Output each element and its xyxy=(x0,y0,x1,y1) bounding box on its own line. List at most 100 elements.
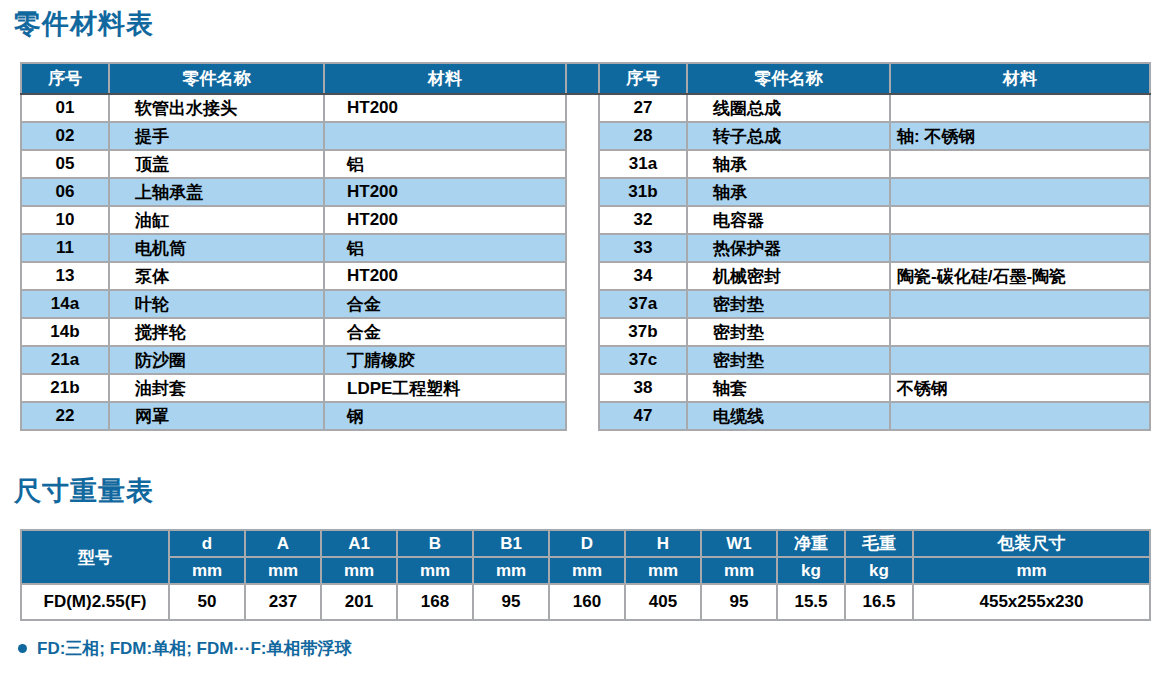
part-name-cell: 电机筒 xyxy=(109,234,324,262)
dims-value-cell: 455x255x230 xyxy=(913,584,1150,620)
dims-value-cell: 237 xyxy=(245,584,321,620)
part-name-cell: 搅拌轮 xyxy=(109,318,324,346)
part-material-cell: 丁腈橡胶 xyxy=(324,346,566,374)
footnote: FD:三相; FDM:单相; FDM···F:单相带浮球 xyxy=(18,637,1149,660)
part-no-cell: 02 xyxy=(21,122,109,150)
parts-row: 13泵体HT20034机械密封陶瓷-碳化硅/石墨-陶瓷 xyxy=(21,262,1150,290)
dims-col-unit: mm xyxy=(625,557,701,584)
part-name-cell: 上轴承盖 xyxy=(109,178,324,206)
part-no-cell: 37a xyxy=(599,290,687,318)
part-no-cell: 05 xyxy=(21,150,109,178)
dims-col-unit: mm xyxy=(473,557,549,584)
part-no-cell: 01 xyxy=(21,94,109,122)
dims-col-unit: mm xyxy=(245,557,321,584)
spacer-cell xyxy=(566,150,599,178)
dims-col-label: W1 xyxy=(701,530,777,557)
part-no-cell: 22 xyxy=(21,402,109,430)
dims-col-unit: mm xyxy=(397,557,473,584)
part-material-cell: HT200 xyxy=(324,262,566,290)
part-name-cell: 机械密封 xyxy=(687,262,890,290)
spacer-cell xyxy=(566,178,599,206)
model-cell: FD(M)2.55(F) xyxy=(21,584,169,620)
col-header-material-left: 材料 xyxy=(324,63,566,94)
part-material-cell: 轴: 不锈钢 xyxy=(890,122,1150,150)
spacer-cell xyxy=(566,234,599,262)
spacer-cell xyxy=(566,122,599,150)
dims-table-body: FD(M)2.55(F)50237201168951604059515.516.… xyxy=(21,584,1150,620)
part-material-cell: 合金 xyxy=(324,290,566,318)
part-no-cell: 27 xyxy=(599,94,687,122)
spacer-header-cell xyxy=(566,63,599,94)
dims-col-label: B xyxy=(397,530,473,557)
parts-row: 11电机筒铝33热保护器 xyxy=(21,234,1150,262)
part-name-cell: 顶盖 xyxy=(109,150,324,178)
part-material-cell xyxy=(324,122,566,150)
dims-value-cell: 168 xyxy=(397,584,473,620)
dims-col-unit: mm xyxy=(913,557,1150,584)
part-no-cell: 32 xyxy=(599,206,687,234)
col-header-material-right: 材料 xyxy=(890,63,1150,94)
part-name-cell: 油封套 xyxy=(109,374,324,402)
parts-row: 06上轴承盖HT200 31b轴承 xyxy=(21,178,1150,206)
part-no-cell: 14a xyxy=(21,290,109,318)
parts-row: 21a防沙圈丁腈橡胶37c密封垫 xyxy=(21,346,1150,374)
part-no-cell: 06 xyxy=(21,178,109,206)
spacer-cell xyxy=(566,346,599,374)
dims-value-cell: 160 xyxy=(549,584,625,620)
part-no-cell: 21a xyxy=(21,346,109,374)
part-no-cell: 31a xyxy=(599,150,687,178)
part-name-cell: 轴承 xyxy=(687,178,890,206)
dimensions-weight-table: 型号 dAA1BB1DHW1净重毛重包装尺寸 mmmmmmmmmmmmmmmmk… xyxy=(20,529,1151,621)
part-name-cell: 电容器 xyxy=(687,206,890,234)
spacer-cell xyxy=(566,402,599,430)
dims-value-cell: 95 xyxy=(701,584,777,620)
parts-row: 05顶盖铝 31a轴承 xyxy=(21,150,1150,178)
part-material-cell: HT200 xyxy=(324,178,566,206)
part-name-cell: 密封垫 xyxy=(687,346,890,374)
dims-col-unit: mm xyxy=(169,557,245,584)
part-material-cell: HT200 xyxy=(324,94,566,122)
part-name-cell: 轴承 xyxy=(687,150,890,178)
col-header-no-left: 序号 xyxy=(21,63,109,94)
part-material-cell xyxy=(890,94,1150,122)
part-name-cell: 软管出水接头 xyxy=(109,94,324,122)
part-material-cell: HT200 xyxy=(324,206,566,234)
col-header-name-right: 零件名称 xyxy=(687,63,890,94)
parts-table-body: 01软管出水接头HT20027线圈总成02提手28转子总成轴: 不锈钢05顶盖铝… xyxy=(21,94,1150,430)
col-header-no-right: 序号 xyxy=(599,63,687,94)
dims-col-unit: mm xyxy=(701,557,777,584)
part-no-cell: 37b xyxy=(599,318,687,346)
dims-col-label: H xyxy=(625,530,701,557)
dims-col-label: d xyxy=(169,530,245,557)
part-material-cell: 不锈钢 xyxy=(890,374,1150,402)
part-name-cell: 线圈总成 xyxy=(687,94,890,122)
dims-col-unit: kg xyxy=(845,557,913,584)
part-name-cell: 油缸 xyxy=(109,206,324,234)
dims-value-cell: 15.5 xyxy=(777,584,845,620)
part-material-cell xyxy=(890,402,1150,430)
part-name-cell: 密封垫 xyxy=(687,318,890,346)
part-material-cell: 铝 xyxy=(324,150,566,178)
part-name-cell: 电缆线 xyxy=(687,402,890,430)
part-no-cell: 14b xyxy=(21,318,109,346)
part-name-cell: 叶轮 xyxy=(109,290,324,318)
parts-row: 02提手28转子总成轴: 不锈钢 xyxy=(21,122,1150,150)
part-no-cell: 10 xyxy=(21,206,109,234)
part-material-cell xyxy=(890,318,1150,346)
dims-value-cell: 50 xyxy=(169,584,245,620)
part-no-cell: 34 xyxy=(599,262,687,290)
part-material-cell: 钢 xyxy=(324,402,566,430)
dims-unit-row: mmmmmmmmmmmmmmmmkgkgmm xyxy=(21,557,1150,584)
parts-row: 22网罩钢47电缆线 xyxy=(21,402,1150,430)
dims-value-cell: 405 xyxy=(625,584,701,620)
part-no-cell: 38 xyxy=(599,374,687,402)
dims-col-unit: kg xyxy=(777,557,845,584)
dims-label-row: 型号 dAA1BB1DHW1净重毛重包装尺寸 xyxy=(21,530,1150,557)
model-column-header: 型号 xyxy=(21,530,169,584)
dims-col-label: 毛重 xyxy=(845,530,913,557)
part-no-cell: 28 xyxy=(599,122,687,150)
part-name-cell: 热保护器 xyxy=(687,234,890,262)
part-no-cell: 31b xyxy=(599,178,687,206)
dims-col-label: B1 xyxy=(473,530,549,557)
parts-row: 10油缸HT200 32电容器 xyxy=(21,206,1150,234)
